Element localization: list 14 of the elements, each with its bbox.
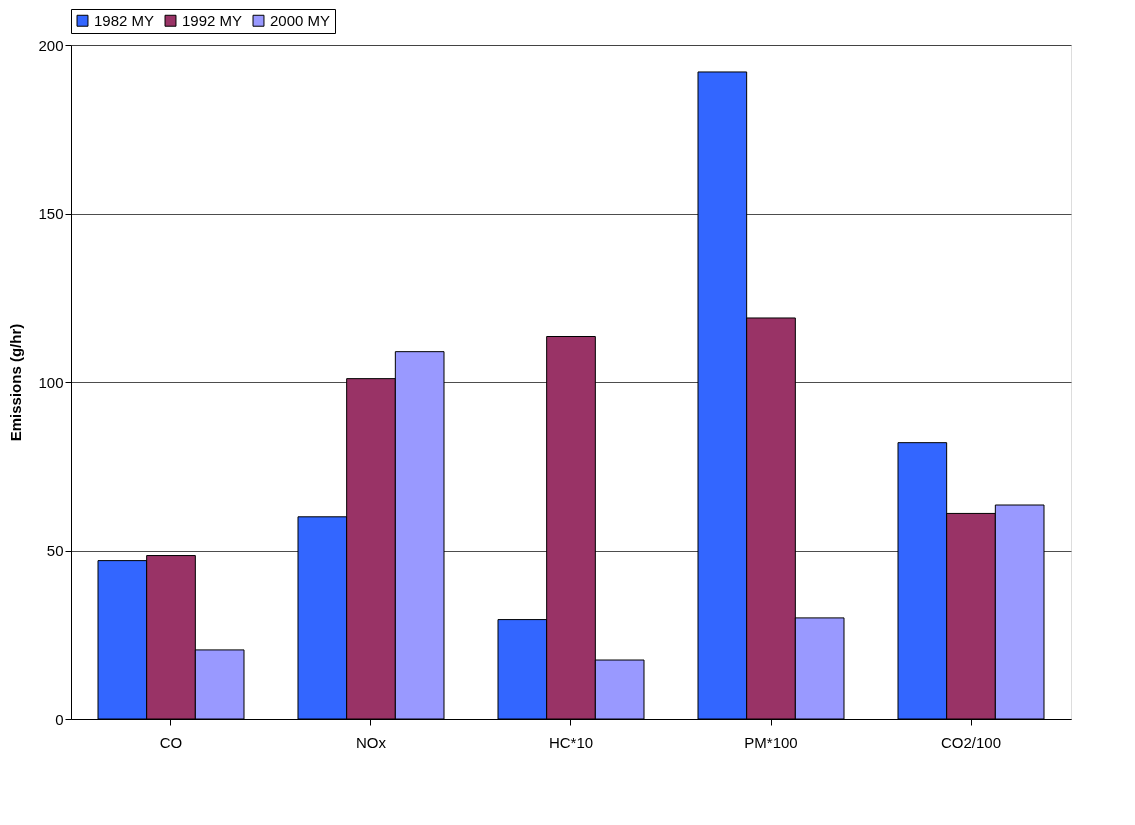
x-tick-label: CO	[159, 733, 183, 751]
x-tick-label: PM*100	[744, 733, 798, 751]
y-tick-label: 100	[38, 373, 64, 391]
y-tick-label: 50	[46, 542, 64, 559]
legend-label: 1992 MY	[182, 11, 243, 29]
legend-label: 2000 MY	[270, 11, 331, 29]
y-axis-title: Emissions (g/hr)	[7, 323, 25, 442]
legend-label: 1982 MY	[94, 11, 155, 29]
y-tick-label: 200	[38, 36, 64, 54]
x-tick-label: CO2/100	[940, 733, 1002, 751]
y-tick-label: 0	[55, 710, 64, 728]
x-tick-label: HC*10	[548, 733, 594, 751]
x-tick-label: NOx	[356, 733, 387, 751]
y-tick-label: 150	[38, 205, 64, 222]
